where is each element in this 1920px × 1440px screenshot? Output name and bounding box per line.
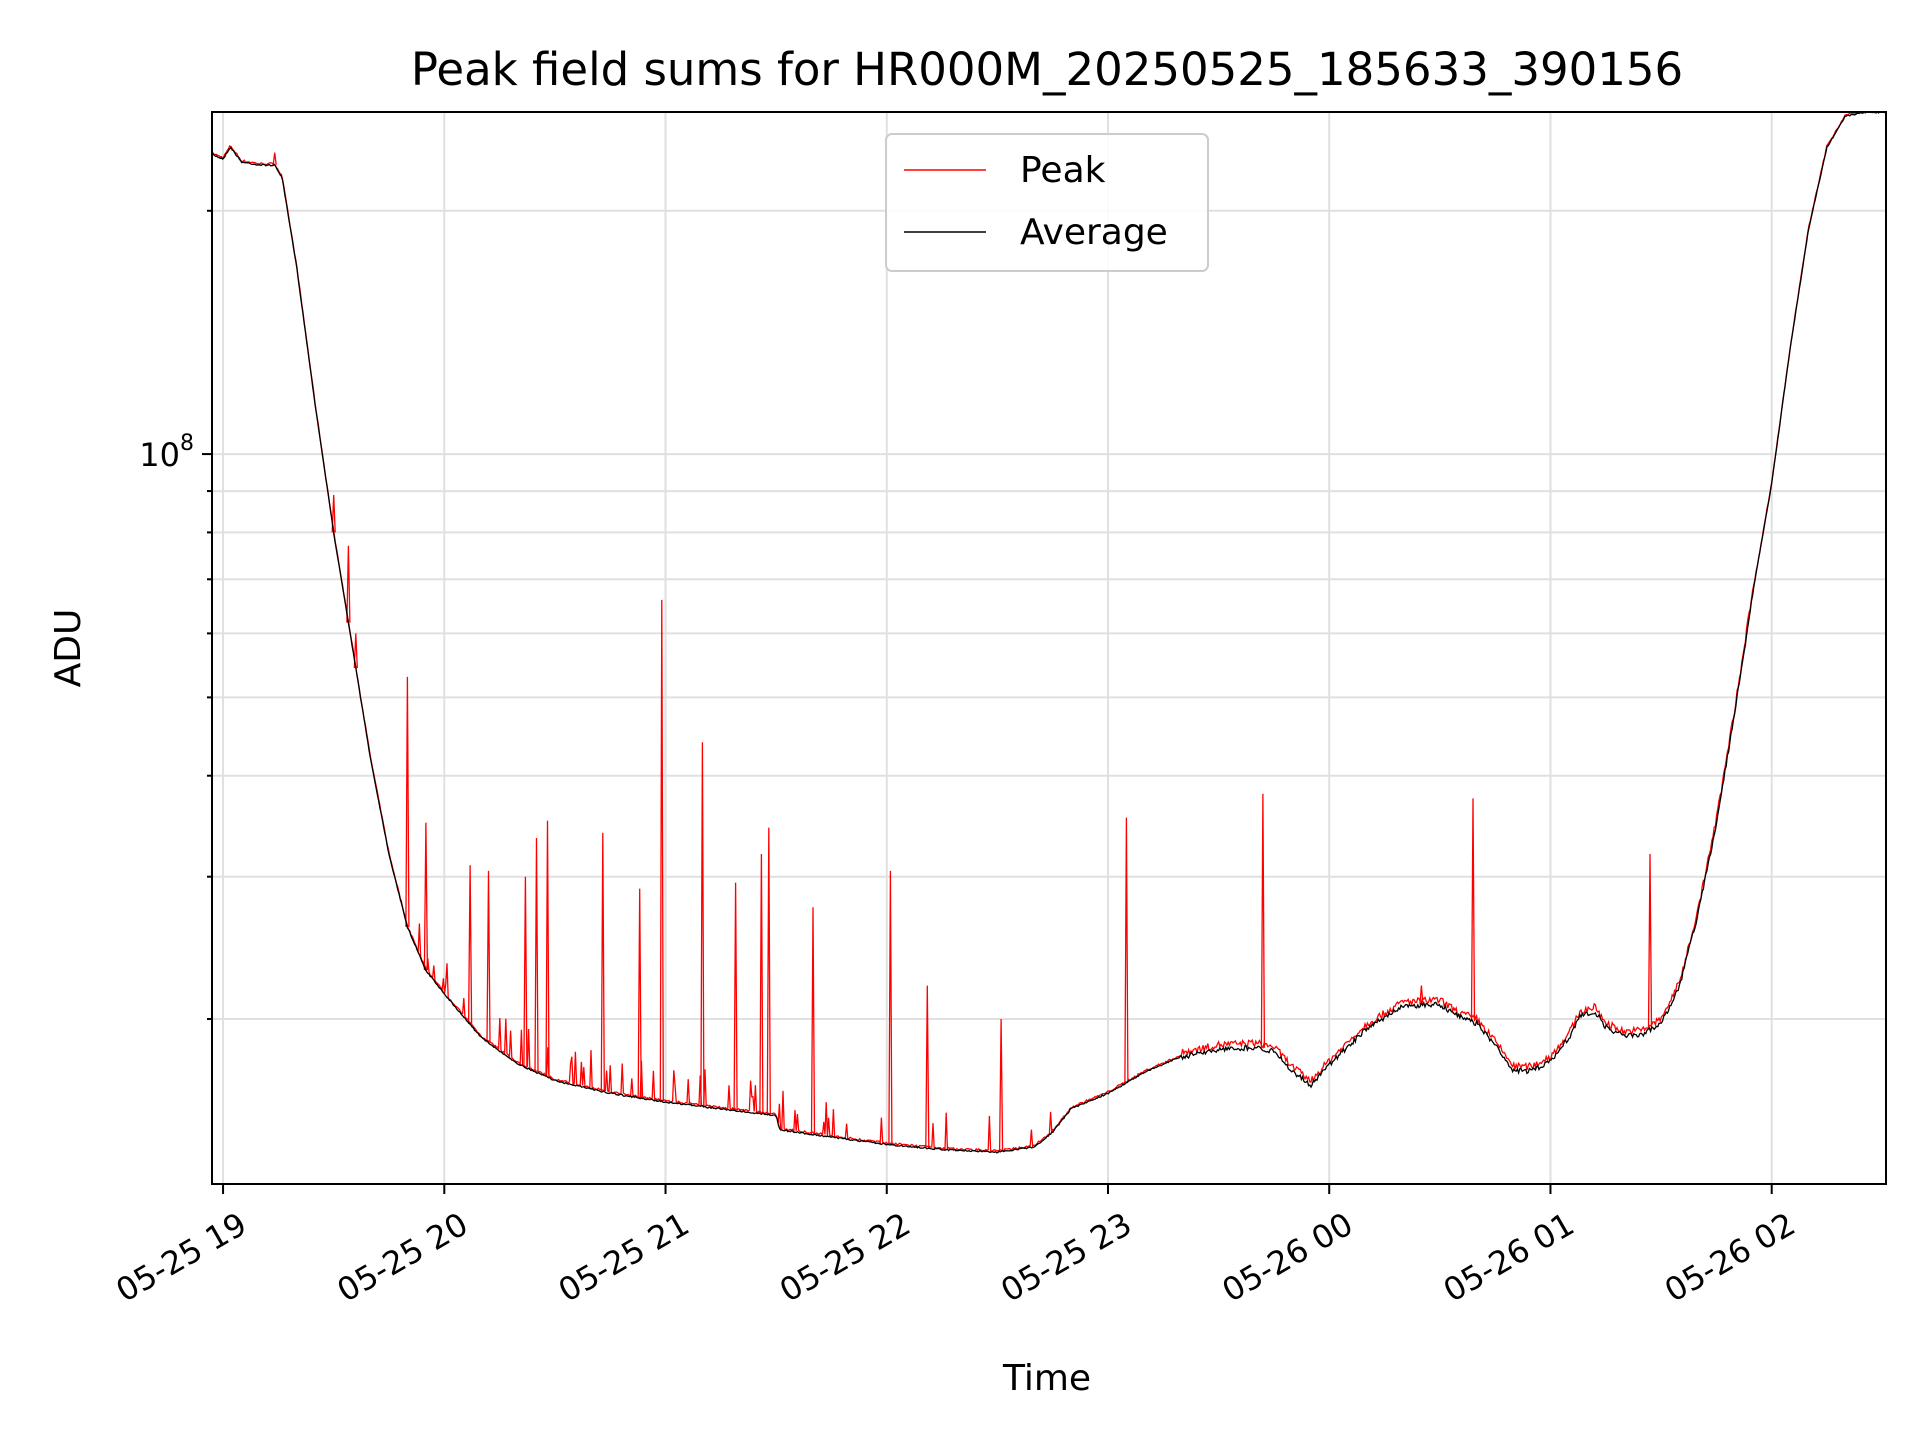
x-tick-label: 05-26 02 xyxy=(1658,1205,1802,1310)
peak-spike xyxy=(637,888,642,1098)
peak-spike xyxy=(759,853,764,1114)
peak-spike xyxy=(888,870,893,1145)
peak-spike xyxy=(600,832,605,1092)
x-tick-label: 05-26 01 xyxy=(1437,1205,1581,1310)
peak-spike xyxy=(353,633,358,669)
peak-spike xyxy=(523,876,528,1068)
y-axis-label: ADU xyxy=(48,609,89,688)
peak-spike xyxy=(467,865,473,1025)
peak-spike xyxy=(700,742,705,1107)
peak-spike xyxy=(1647,853,1653,1030)
peak-spike xyxy=(545,820,550,1078)
peak-spike xyxy=(272,152,277,165)
legend-label-average: Average xyxy=(1020,212,1168,253)
peak-spike xyxy=(346,545,351,623)
peak-spike xyxy=(810,907,816,1135)
x-tick-label: 05-25 20 xyxy=(331,1205,475,1310)
x-tick-label: 05-25 23 xyxy=(994,1205,1138,1310)
peak-spike xyxy=(766,827,771,1115)
peak-spike xyxy=(659,599,664,1102)
peak-spike xyxy=(423,822,429,971)
y-axis-ticks: 108 xyxy=(139,209,212,1021)
x-tick-label: 05-25 22 xyxy=(773,1205,917,1310)
series-average xyxy=(212,111,1885,1154)
x-tick-label: 05-25 19 xyxy=(109,1205,253,1310)
x-tick-label: 05-26 00 xyxy=(1216,1205,1360,1310)
peak-spike xyxy=(405,676,410,927)
peak-spike xyxy=(1260,793,1266,1048)
peak-spike xyxy=(331,494,336,533)
peak-spike xyxy=(1470,798,1476,1022)
plot-area xyxy=(212,112,1886,1184)
plot-frame xyxy=(211,111,1887,1185)
peak-spike xyxy=(998,1018,1004,1152)
peak-spike xyxy=(1124,817,1129,1083)
x-axis-label: Time xyxy=(1002,1358,1091,1399)
legend-label-peak: Peak xyxy=(1020,150,1106,191)
peak-spike xyxy=(486,870,491,1043)
x-tick-label: 05-25 21 xyxy=(552,1205,696,1310)
x-axis-ticks: 05-25 19 05-25 20 05-25 21 05-25 22 05-25 23… xyxy=(109,1184,1802,1310)
legend-frame xyxy=(885,133,1209,272)
average-line xyxy=(212,111,1885,1154)
peak-spike xyxy=(925,985,930,1148)
peak-spike xyxy=(534,837,539,1073)
y-tick-label: 108 xyxy=(139,431,194,474)
peak-spike xyxy=(1419,985,1424,1005)
legend: Peak Average xyxy=(885,133,1209,272)
series-peak xyxy=(212,111,1885,1152)
peak-spike xyxy=(733,882,738,1111)
chart-title: Peak field sums for HR000M_20250525_1856… xyxy=(411,43,1683,96)
